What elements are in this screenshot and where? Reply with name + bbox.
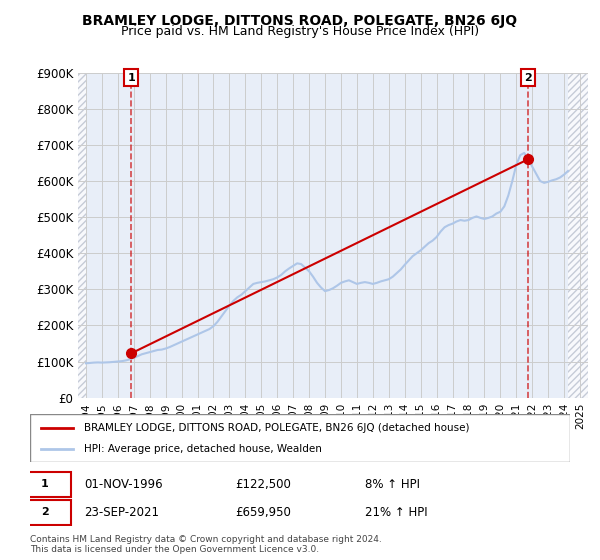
FancyBboxPatch shape: [19, 500, 71, 525]
Text: 01-NOV-1996: 01-NOV-1996: [84, 478, 163, 491]
Text: HPI: Average price, detached house, Wealden: HPI: Average price, detached house, Weal…: [84, 444, 322, 454]
Text: Price paid vs. HM Land Registry's House Price Index (HPI): Price paid vs. HM Land Registry's House …: [121, 25, 479, 38]
Text: 2: 2: [41, 507, 49, 517]
Text: BRAMLEY LODGE, DITTONS ROAD, POLEGATE, BN26 6JQ: BRAMLEY LODGE, DITTONS ROAD, POLEGATE, B…: [82, 14, 518, 28]
Text: 8% ↑ HPI: 8% ↑ HPI: [365, 478, 420, 491]
Text: Contains HM Land Registry data © Crown copyright and database right 2024.
This d: Contains HM Land Registry data © Crown c…: [30, 535, 382, 554]
Text: BRAMLEY LODGE, DITTONS ROAD, POLEGATE, BN26 6JQ (detached house): BRAMLEY LODGE, DITTONS ROAD, POLEGATE, B…: [84, 423, 470, 433]
FancyBboxPatch shape: [30, 414, 570, 462]
Text: £659,950: £659,950: [235, 506, 291, 519]
Text: 23-SEP-2021: 23-SEP-2021: [84, 506, 159, 519]
Text: 1: 1: [127, 73, 135, 83]
Text: 2: 2: [524, 73, 532, 83]
FancyBboxPatch shape: [19, 472, 71, 497]
Text: 21% ↑ HPI: 21% ↑ HPI: [365, 506, 427, 519]
Text: £122,500: £122,500: [235, 478, 291, 491]
Text: 1: 1: [41, 479, 49, 489]
